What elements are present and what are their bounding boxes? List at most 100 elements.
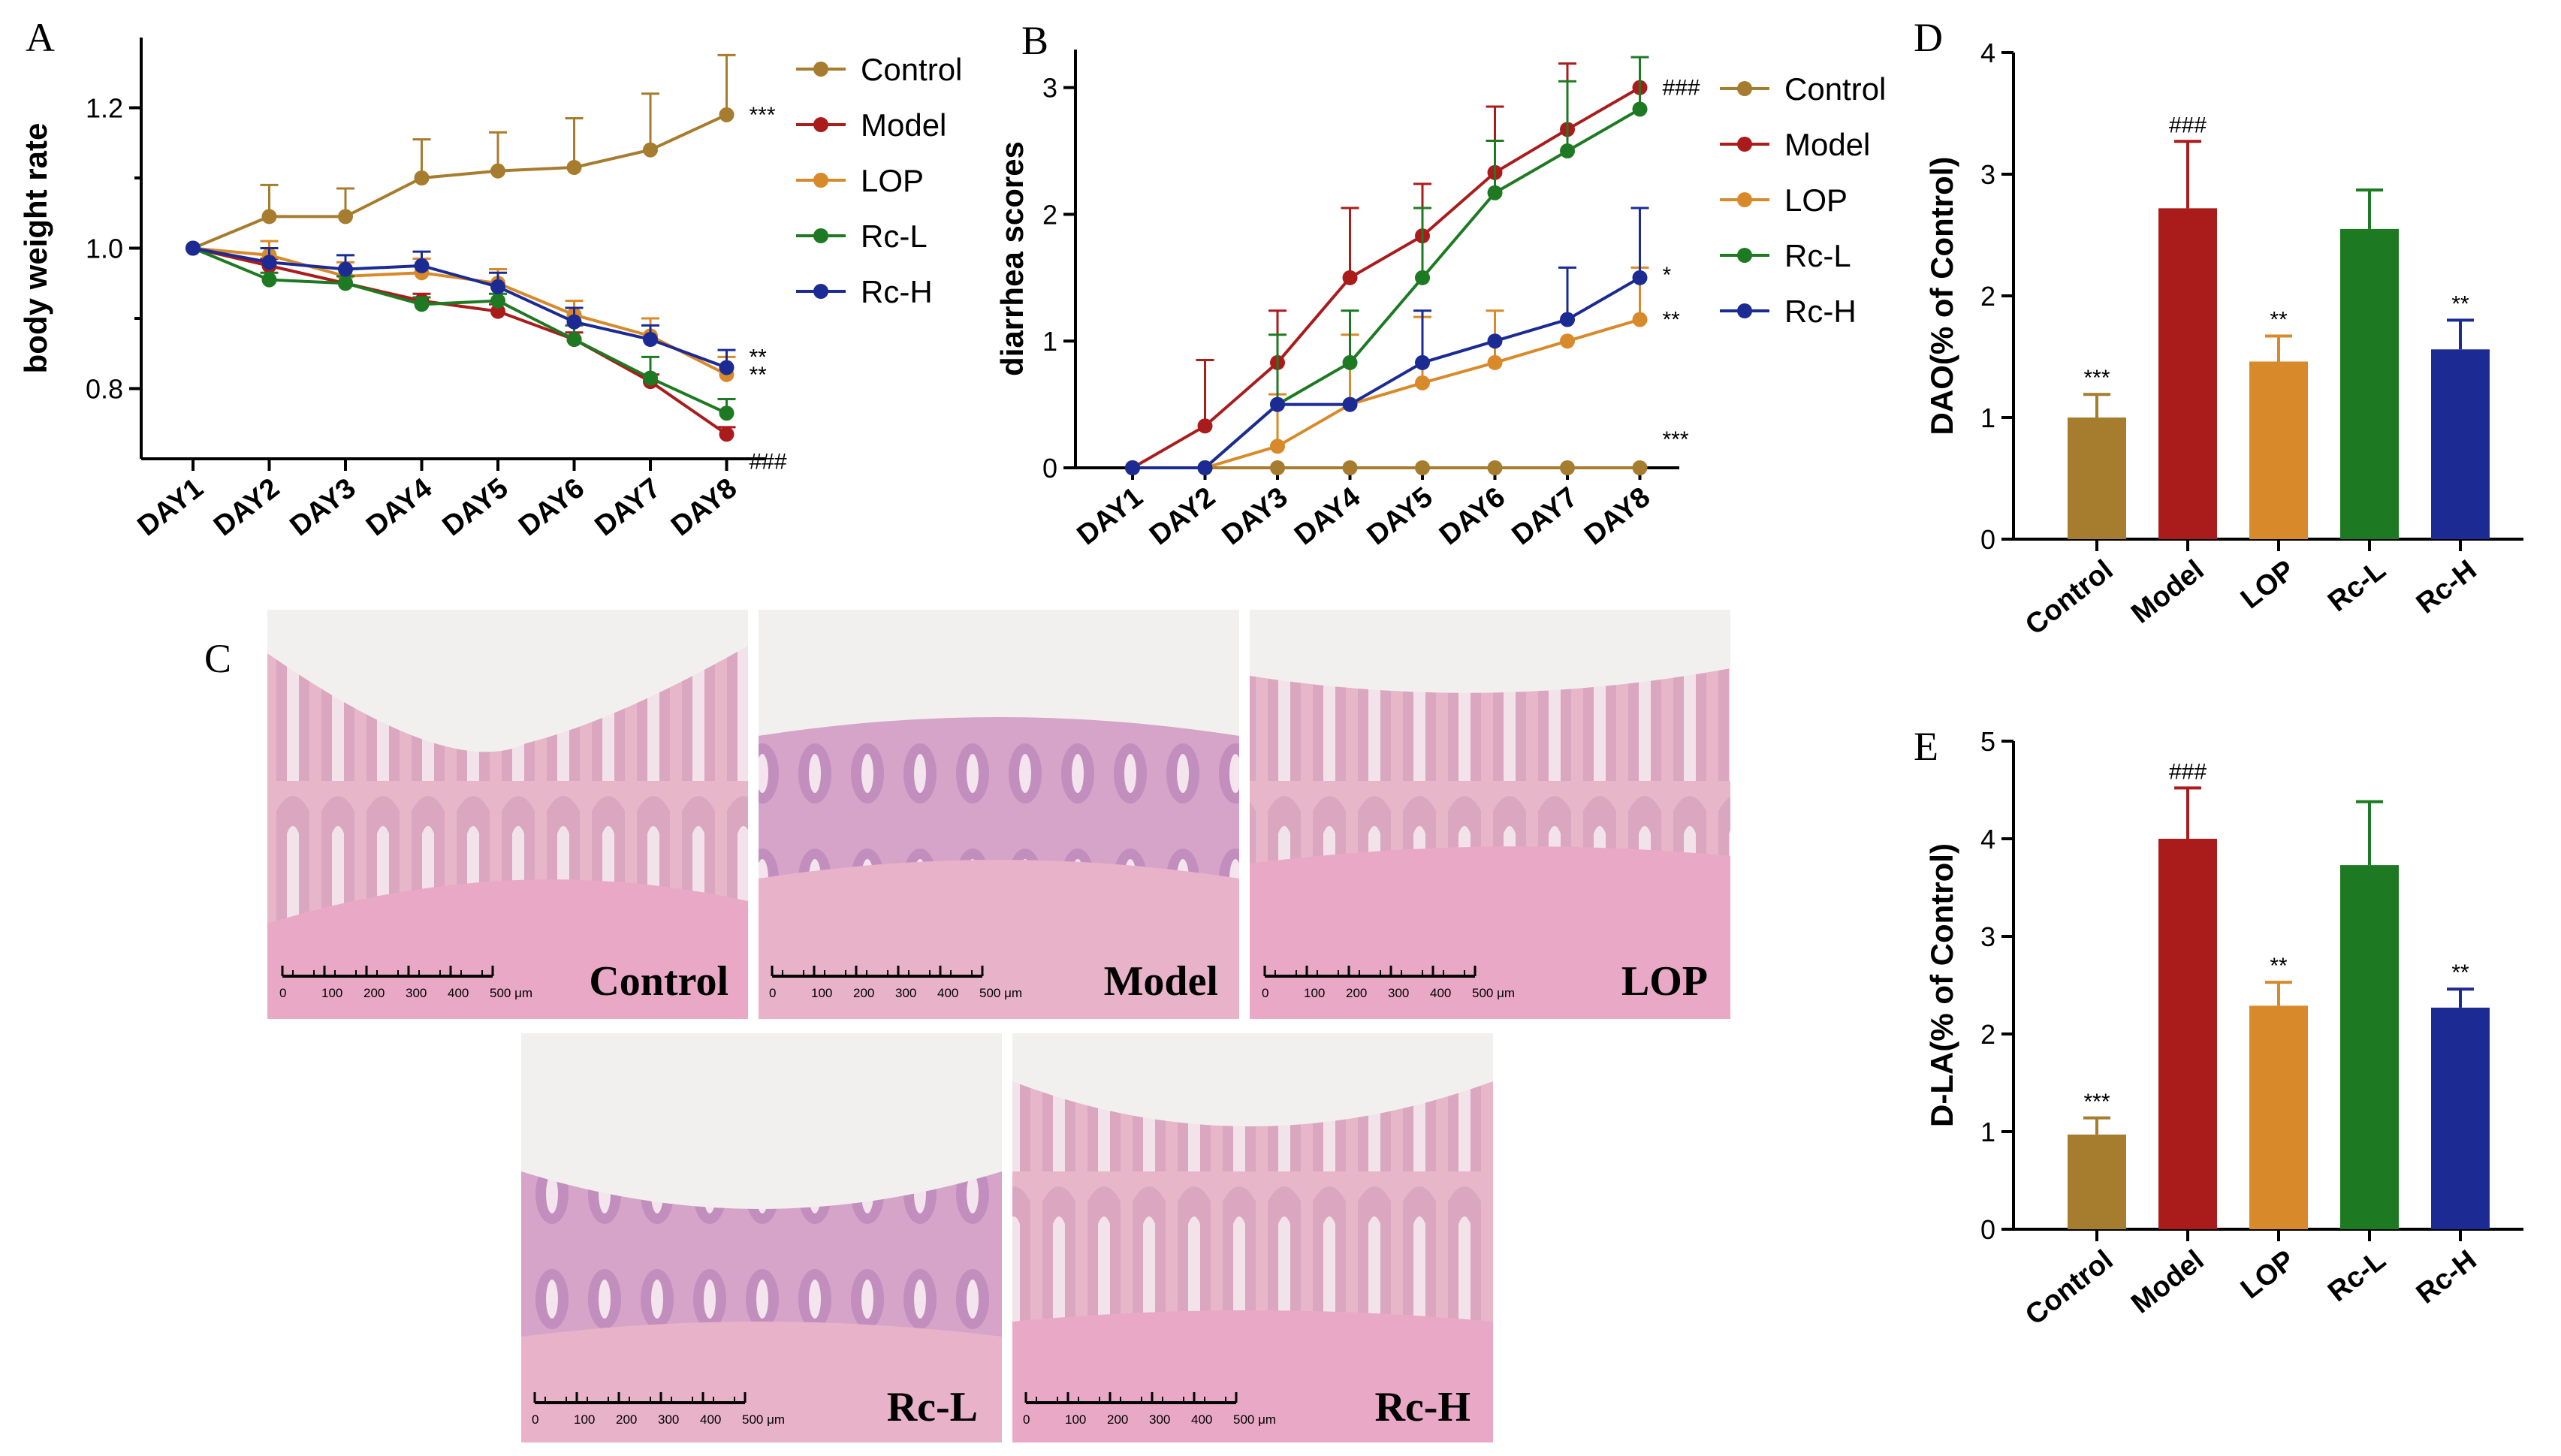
scale-bar-tick-label: 400: [700, 1412, 721, 1427]
data-point: [1632, 312, 1648, 327]
series-line: [1132, 86, 1641, 469]
bar: [2340, 228, 2399, 539]
scale-bar-tick-label: 400: [937, 986, 958, 1000]
y-tick-label: 1.0: [86, 234, 123, 264]
legend-item-rc-l: Rc-L: [1720, 238, 1851, 273]
data-point: [719, 427, 735, 442]
significance-annotation: ***: [1663, 427, 1689, 452]
x-tick-label: DAY1: [132, 472, 210, 542]
data-point: [566, 332, 582, 348]
data-point: [1632, 101, 1648, 117]
histology-label-rc-l: Rc-L: [887, 1384, 978, 1430]
x-tick-label: DAY7: [1507, 481, 1584, 551]
panel-c-histology: C 0 100 200 300 400 500 μm Control 0 100 200 300…: [204, 610, 1730, 1442]
legend-marker: [1737, 303, 1752, 318]
bar: [2068, 418, 2126, 539]
histology-label-model: Model: [1104, 958, 1218, 1005]
scale-bar-tick-label: 300: [895, 986, 916, 1000]
series-line: [192, 246, 728, 415]
data-point: [1342, 354, 1358, 370]
bar-group-lop: **: [2249, 954, 2308, 1229]
y-tick-label: 3: [1980, 159, 1995, 190]
data-point: [1487, 354, 1503, 370]
legend-marker: [813, 117, 828, 132]
x-tick-label: DAY5: [437, 472, 514, 542]
x-tick-label: Model: [2125, 1244, 2210, 1320]
scale-bar: 0 100 200 300 400 500 μm: [532, 1392, 785, 1427]
x-tick-label: Control: [2020, 1244, 2119, 1331]
scale-bar-tick-label: 0: [1023, 1412, 1030, 1427]
data-point: [1197, 460, 1213, 475]
panel-label: D: [1914, 15, 1943, 60]
x-tick-label: DAY8: [1579, 481, 1656, 551]
data-point: [1487, 460, 1503, 475]
scale-bar: 0 100 200 300 400 500 μm: [1023, 1392, 1276, 1427]
data-point: [643, 142, 658, 158]
data-point: [1342, 460, 1358, 475]
data-point: [1415, 354, 1430, 370]
y-tick-label: 0.8: [86, 374, 123, 405]
y-tick-label: 5: [1980, 726, 1995, 757]
series-line: [1133, 318, 1641, 469]
scale-bar-tick-label: 200: [853, 986, 874, 1000]
bar: [2158, 208, 2217, 539]
data-point: [1342, 270, 1358, 285]
x-tick-label: DAY5: [1362, 481, 1439, 551]
scale-bar-tick-label: 500 μm: [979, 986, 1022, 1000]
significance-annotation: ***: [750, 103, 776, 128]
bar-group-rc-h: **: [2431, 291, 2490, 539]
significance-annotation: ###: [2169, 113, 2207, 137]
x-tick-label: DAY4: [360, 472, 438, 542]
legend-item-control: Control: [1720, 71, 1886, 107]
legend-label: LOP: [861, 163, 924, 198]
scale-bar-tick-label: 300: [1388, 986, 1409, 1000]
data-point: [414, 297, 430, 312]
y-axis-title: diarrhea scores: [994, 141, 1030, 376]
scale-bar-tick-label: 300: [1149, 1412, 1170, 1427]
series-rc-l: [1125, 56, 1649, 475]
y-tick-label: 2: [1042, 199, 1057, 230]
data-point: [643, 332, 658, 348]
panel-label: E: [1914, 724, 1938, 769]
y-tick-label: 1.2: [86, 93, 123, 124]
data-point: [338, 276, 353, 291]
significance-annotation: ###: [1663, 76, 1700, 101]
legend-marker: [1737, 192, 1752, 207]
y-tick-label: 1: [1042, 326, 1057, 357]
y-axis-title: D-LA(% of Control): [1924, 843, 1959, 1127]
scale-bar-tick-label: 400: [1191, 1412, 1212, 1427]
histology-image-control: 0 100 200 300 400 500 μm Control: [267, 610, 748, 1019]
y-tick-label: 4: [1980, 824, 1995, 855]
scale-bar-tick-label: 200: [1346, 986, 1367, 1000]
significance-annotation: **: [1663, 308, 1681, 333]
data-point: [1632, 270, 1648, 285]
scale-bar-tick-label: 0: [769, 986, 776, 1000]
bar: [2431, 349, 2490, 539]
bar-group-model: ###: [2158, 759, 2217, 1229]
bar-group-model: ###: [2158, 113, 2217, 539]
bar: [2340, 865, 2399, 1229]
data-point: [1560, 460, 1575, 475]
bar: [2249, 361, 2308, 539]
x-tick-label: DAY3: [1217, 481, 1294, 551]
data-point: [1415, 460, 1430, 475]
scale-bar-tick-label: 400: [448, 986, 469, 1000]
y-tick-label: 0: [1042, 453, 1057, 484]
y-axis-title: body weight rate: [18, 123, 53, 374]
scale-bar-tick-label: 400: [1430, 986, 1451, 1000]
y-axis-title: DAO(% of Control): [1924, 157, 1959, 436]
data-point: [1632, 460, 1648, 475]
x-tick-label: Model: [2125, 554, 2210, 630]
histology-image-rc-l: 0 100 200 300 400 500 μm Rc-L: [521, 1033, 1002, 1442]
data-point: [566, 314, 582, 330]
x-tick-label: Rc-L: [2322, 1244, 2391, 1308]
significance-annotation: **: [2451, 960, 2469, 985]
series-rc-h: [1125, 206, 1649, 475]
legend-marker: [1737, 137, 1752, 152]
panel-label: A: [26, 15, 55, 60]
data-point: [490, 279, 505, 294]
data-point: [414, 258, 430, 273]
data-point: [490, 303, 505, 319]
data-point: [261, 209, 277, 225]
data-point: [719, 360, 735, 375]
